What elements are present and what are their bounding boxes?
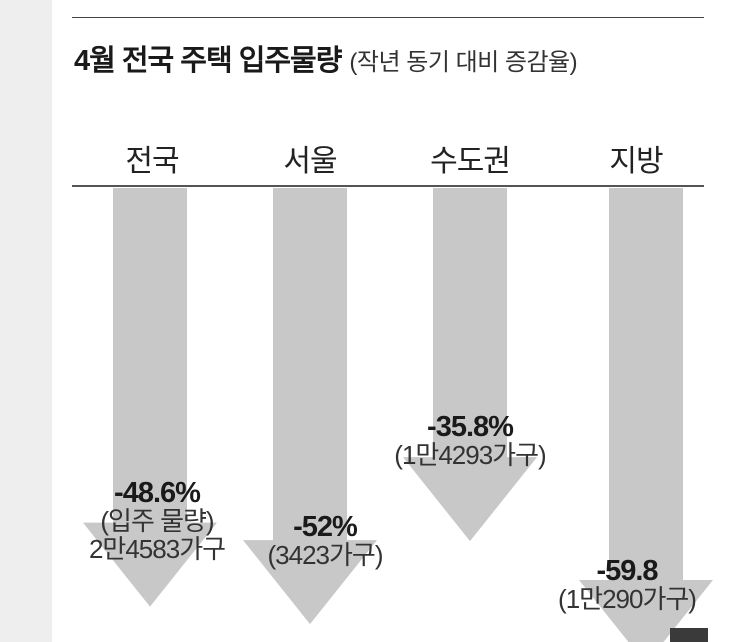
unit-label-0: 2만4583가구 <box>88 533 226 564</box>
category-label-2: 수도권 <box>430 145 511 178</box>
value-label-2: -35.8% <box>427 411 514 443</box>
arrow-bar-0 <box>83 188 217 607</box>
category-divider <box>72 185 704 187</box>
annotation-3: -59.8 (1만290가구) <box>517 556 737 614</box>
value-label-0: -48.6% <box>114 477 201 509</box>
left-frame-strip <box>0 0 52 642</box>
category-label-1: 서울 <box>283 145 337 178</box>
chart-title: 4월 전국 주택 입주물량 <box>74 45 342 77</box>
note-label-0: (입주 물량) <box>100 506 214 537</box>
chart-title-line: 4월 전국 주택 입주물량 (작년 동기 대비 증감율) <box>74 37 578 79</box>
unit-label-2: (1만4293가구) <box>394 440 546 471</box>
unit-label-1: (3423가구) <box>267 540 384 571</box>
chart-subtitle: (작년 동기 대비 증감율) <box>349 49 578 76</box>
annotation-2: -35.8% (1만4293가구) <box>360 412 580 470</box>
category-label-3: 지방 <box>609 145 663 178</box>
top-divider <box>72 17 704 18</box>
annotation-1: -52% (3423가구) <box>215 512 435 570</box>
corner-badge <box>670 628 708 642</box>
arrow-bar-2 <box>403 188 537 542</box>
arrow-bar-3 <box>579 188 713 642</box>
value-label-3: -59.8 <box>596 555 658 587</box>
arrow-bar-1 <box>243 188 377 625</box>
annotation-0: -48.6% (입주 물량) 2만4583가구 <box>47 478 267 563</box>
value-label-1: -52% <box>293 511 358 543</box>
category-label-0: 전국 <box>125 145 179 178</box>
unit-label-3: (1만290가구) <box>558 584 697 615</box>
